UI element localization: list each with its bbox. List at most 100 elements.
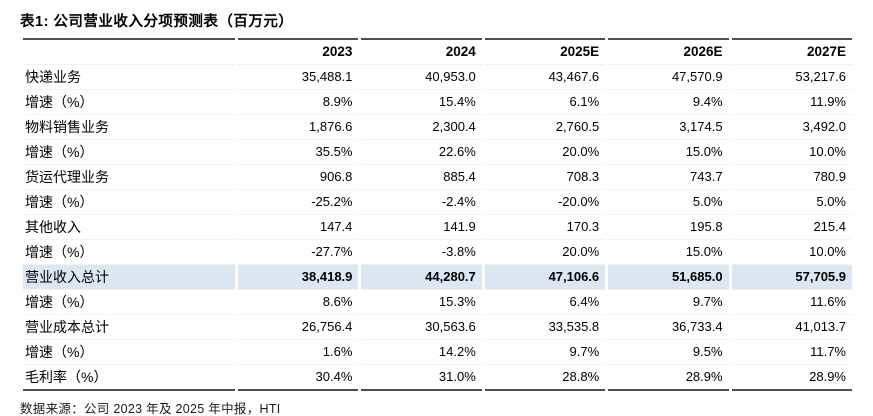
value-cell: 9.4% xyxy=(608,90,729,115)
source-note: 数据来源：公司 2023 年及 2025 年中报，HTI xyxy=(20,402,281,416)
table-row: 货运代理业务 906.8 885.4 708.3 743.7 780.9 xyxy=(23,165,852,190)
value-cell: 28.9% xyxy=(731,365,852,391)
table-title: 表1: 公司营业收入分项预测表（百万元） xyxy=(20,14,294,30)
row-label-cell: 增速（%） xyxy=(23,240,235,265)
column-header-2027e: 2027E xyxy=(731,38,852,65)
row-label-cell: 营业收入总计 xyxy=(23,265,235,290)
corner-cell xyxy=(23,38,235,65)
value-cell: 36,733.4 xyxy=(608,315,729,340)
value-cell: 2,300.4 xyxy=(361,115,482,140)
value-cell: 22.6% xyxy=(361,140,482,165)
value-cell: 8.6% xyxy=(238,290,359,315)
table-row: 快递业务 35,488.1 40,953.0 43,467.6 47,570.9 53,2… xyxy=(23,65,852,90)
value-cell: 906.8 xyxy=(238,165,359,190)
value-cell: 708.3 xyxy=(484,165,606,190)
value-cell: 885.4 xyxy=(361,165,482,190)
value-cell: 5.0% xyxy=(731,190,852,215)
value-cell: 9.5% xyxy=(608,340,729,365)
value-cell: 780.9 xyxy=(731,165,852,190)
table-row: 营业收入总计 38,418.9 44,280.7 47,106.6 51,685.0 57… xyxy=(23,265,852,290)
table-row: 增速（%） -25.2% -2.4% -20.0% 5.0% 5.0% xyxy=(23,190,852,215)
table-row: 毛利率（%） 30.4% 31.0% 28.8% 28.9% 28.9% xyxy=(23,365,852,391)
value-cell: 15.0% xyxy=(608,140,729,165)
column-header-2025e: 2025E xyxy=(484,38,606,65)
header-row: 2023 2024 2025E 2026E 2027E xyxy=(23,38,852,65)
value-cell: 47,106.6 xyxy=(484,265,606,290)
value-cell: 6.1% xyxy=(484,90,606,115)
value-cell: 11.9% xyxy=(731,90,852,115)
value-cell: 51,685.0 xyxy=(608,265,729,290)
table-row: 物料销售业务 1,876.6 2,300.4 2,760.5 3,174.5 3,492.… xyxy=(23,115,852,140)
value-cell: 20.0% xyxy=(484,140,606,165)
value-cell: 1.6% xyxy=(238,340,359,365)
value-cell: 195.8 xyxy=(608,215,729,240)
value-cell: 28.9% xyxy=(608,365,729,391)
value-cell: 9.7% xyxy=(608,290,729,315)
value-cell: 35,488.1 xyxy=(238,65,359,90)
value-cell: 8.9% xyxy=(238,90,359,115)
row-label-cell: 物料销售业务 xyxy=(23,115,235,140)
column-header-2026e: 2026E xyxy=(608,38,729,65)
value-cell: 15.0% xyxy=(608,240,729,265)
table-row: 增速（%） 1.6% 14.2% 9.7% 9.5% 11.7% xyxy=(23,340,852,365)
row-label-cell: 增速（%） xyxy=(23,290,235,315)
row-label-cell: 营业成本总计 xyxy=(23,315,235,340)
value-cell: 47,570.9 xyxy=(608,65,729,90)
value-cell: 170.3 xyxy=(484,215,606,240)
value-cell: 215.4 xyxy=(731,215,852,240)
value-cell: 6.4% xyxy=(484,290,606,315)
value-cell: 1,876.6 xyxy=(238,115,359,140)
table-header: 2023 2024 2025E 2026E 2027E xyxy=(23,38,852,65)
table-row: 其他收入 147.4 141.9 170.3 195.8 215.4 xyxy=(23,215,852,240)
value-cell: 743.7 xyxy=(608,165,729,190)
value-cell: 2,760.5 xyxy=(484,115,606,140)
value-cell: 147.4 xyxy=(238,215,359,240)
value-cell: 10.0% xyxy=(731,240,852,265)
row-label-cell: 增速（%） xyxy=(23,90,235,115)
value-cell: 40,953.0 xyxy=(361,65,482,90)
row-label-cell: 毛利率（%） xyxy=(23,365,235,391)
value-cell: 33,535.8 xyxy=(484,315,606,340)
value-cell: -2.4% xyxy=(361,190,482,215)
table-row: 增速（%） 8.6% 15.3% 6.4% 9.7% 11.6% xyxy=(23,290,852,315)
value-cell: 15.3% xyxy=(361,290,482,315)
value-cell: 31.0% xyxy=(361,365,482,391)
table-row: 增速（%） 35.5% 22.6% 20.0% 15.0% 10.0% xyxy=(23,140,852,165)
value-cell: 30.4% xyxy=(238,365,359,391)
value-cell: 11.7% xyxy=(731,340,852,365)
row-label-cell: 增速（%） xyxy=(23,140,235,165)
value-cell: 3,492.0 xyxy=(731,115,852,140)
value-cell: 41,013.7 xyxy=(731,315,852,340)
column-header-2023: 2023 xyxy=(238,38,359,65)
value-cell: 141.9 xyxy=(361,215,482,240)
table-row: 增速（%） -27.7% -3.8% 20.0% 15.0% 10.0% xyxy=(23,240,852,265)
row-label-cell: 货运代理业务 xyxy=(23,165,235,190)
value-cell: 3,174.5 xyxy=(608,115,729,140)
value-cell: 57,705.9 xyxy=(731,265,852,290)
value-cell: 9.7% xyxy=(484,340,606,365)
value-cell: -20.0% xyxy=(484,190,606,215)
table-row: 增速（%） 8.9% 15.4% 6.1% 9.4% 11.9% xyxy=(23,90,852,115)
value-cell: -3.8% xyxy=(361,240,482,265)
value-cell: 38,418.9 xyxy=(238,265,359,290)
value-cell: 35.5% xyxy=(238,140,359,165)
value-cell: 43,467.6 xyxy=(484,65,606,90)
value-cell: -27.7% xyxy=(238,240,359,265)
value-cell: 28.8% xyxy=(484,365,606,391)
row-label-cell: 增速（%） xyxy=(23,190,235,215)
value-cell: 44,280.7 xyxy=(361,265,482,290)
value-cell: 14.2% xyxy=(361,340,482,365)
value-cell: 11.6% xyxy=(731,290,852,315)
value-cell: 5.0% xyxy=(608,190,729,215)
value-cell: 53,217.6 xyxy=(731,65,852,90)
value-cell: 30,563.6 xyxy=(361,315,482,340)
value-cell: -25.2% xyxy=(238,190,359,215)
column-header-2024: 2024 xyxy=(361,38,482,65)
value-cell: 15.4% xyxy=(361,90,482,115)
value-cell: 10.0% xyxy=(731,140,852,165)
table-row: 营业成本总计 26,756.4 30,563.6 33,535.8 36,733.4 41… xyxy=(23,315,852,340)
row-label-cell: 快递业务 xyxy=(23,65,235,90)
value-cell: 26,756.4 xyxy=(238,315,359,340)
table-body: 快递业务 35,488.1 40,953.0 43,467.6 47,570.9 53,2… xyxy=(23,65,852,391)
